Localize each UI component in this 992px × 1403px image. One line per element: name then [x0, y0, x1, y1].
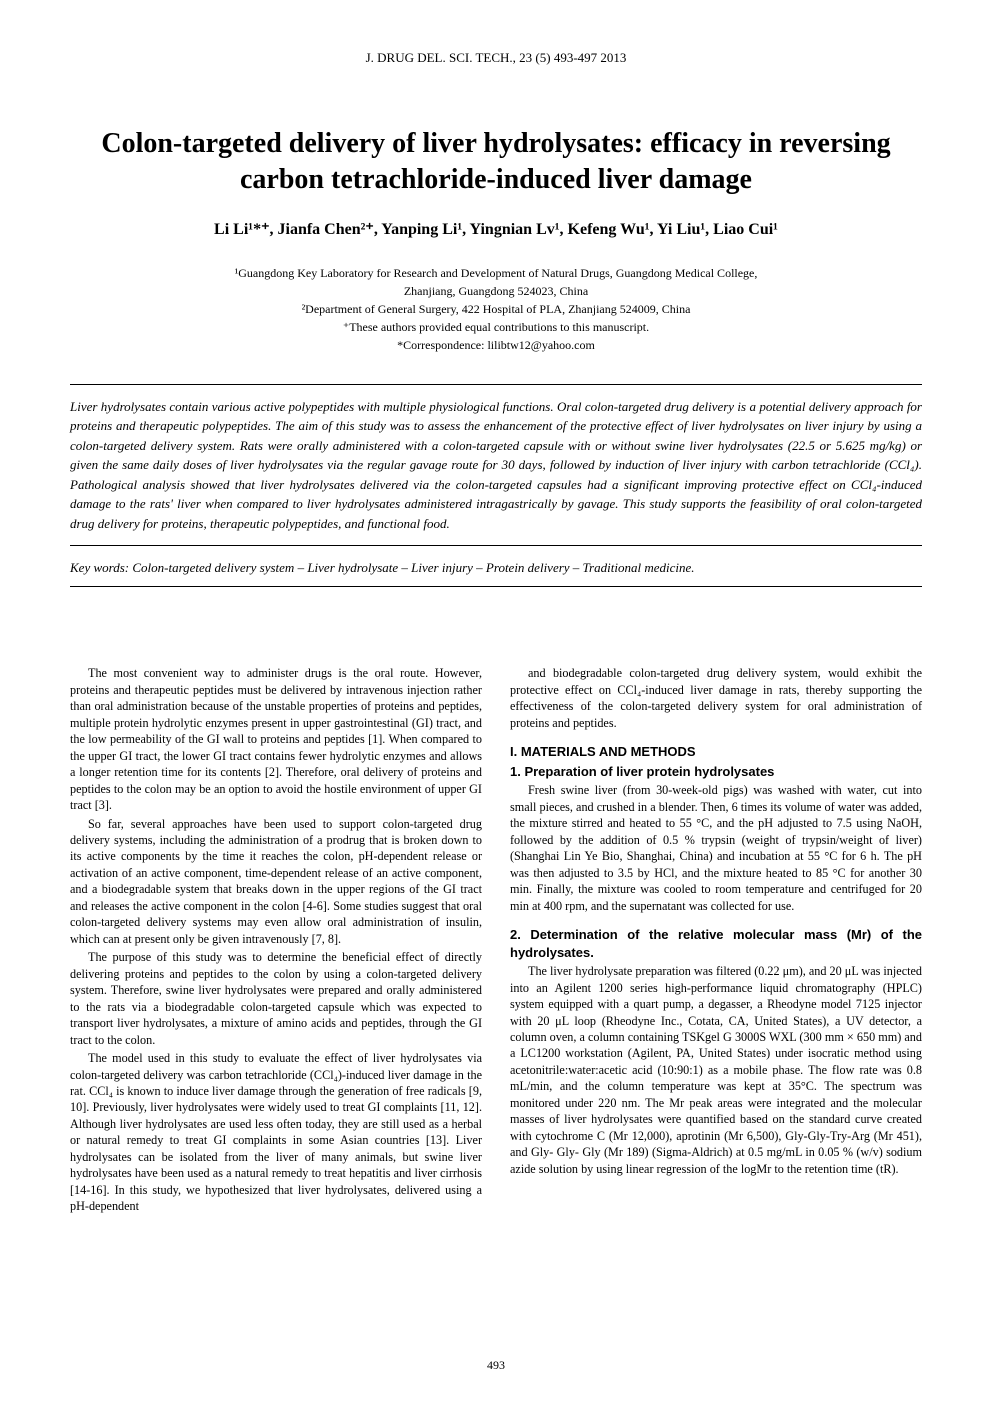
body-paragraph: The purpose of this study was to determi…	[70, 949, 482, 1048]
correspondence-line: *Correspondence: lilibtw12@yahoo.com	[70, 336, 922, 354]
subsection-heading: 1. Preparation of liver protein hydrolys…	[510, 763, 922, 781]
subsection-heading: 2. Determination of the relative molecul…	[510, 926, 922, 961]
body-paragraph: The liver hydrolysate preparation was fi…	[510, 963, 922, 1177]
affiliation-line: Zhanjiang, Guangdong 524023, China	[70, 282, 922, 300]
body-paragraph: Fresh swine liver (from 30-week-old pigs…	[510, 782, 922, 914]
page-number: 493	[487, 1358, 505, 1373]
body-paragraph: The most convenient way to administer dr…	[70, 665, 482, 813]
abstract-block: Liver hydrolysates contain various activ…	[70, 384, 922, 547]
article-title: Colon-targeted delivery of liver hydroly…	[70, 126, 922, 199]
affiliation-line: ¹Guangdong Key Laboratory for Research a…	[70, 264, 922, 282]
spacer	[70, 595, 922, 665]
body-paragraph: So far, several approaches have been use…	[70, 816, 482, 948]
section-heading: I. MATERIALS AND METHODS	[510, 743, 922, 761]
body-paragraph: and biodegradable colon-targeted drug de…	[510, 665, 922, 731]
left-column: The most convenient way to administer dr…	[70, 665, 482, 1216]
body-paragraph: The model used in this study to evaluate…	[70, 1050, 482, 1215]
keywords-line: Key words: Colon-targeted delivery syste…	[70, 560, 922, 587]
two-column-content: The most convenient way to administer dr…	[70, 665, 922, 1216]
affiliation-line: ⁺These authors provided equal contributi…	[70, 318, 922, 336]
affiliations-block: ¹Guangdong Key Laboratory for Research a…	[70, 264, 922, 354]
journal-citation: J. DRUG DEL. SCI. TECH., 23 (5) 493-497 …	[70, 50, 922, 66]
author-list: Li Li¹*⁺, Jianfa Chen²⁺, Yanping Li¹, Yi…	[70, 219, 922, 239]
right-column: and biodegradable colon-targeted drug de…	[510, 665, 922, 1216]
affiliation-line: ²Department of General Surgery, 422 Hosp…	[70, 300, 922, 318]
